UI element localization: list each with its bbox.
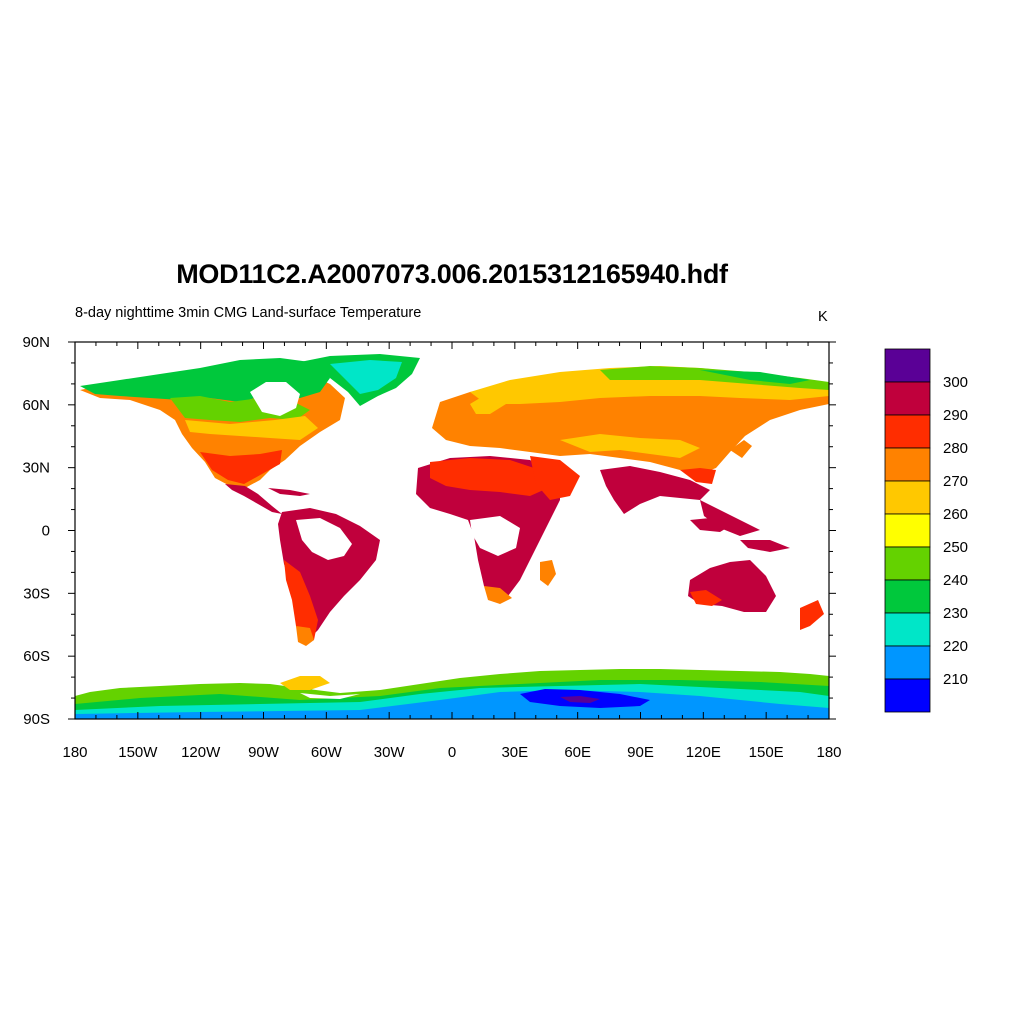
x-tick-label: 60E: [564, 744, 591, 761]
colorbar-swatch: [884, 447, 931, 482]
colorbar: 300 290 280 270 260 250 240 230 220 210: [884, 348, 968, 713]
colorbar-label: 280: [943, 440, 968, 457]
map-subtitle: 8-day nighttime 3min CMG Land-surface Te…: [75, 305, 422, 321]
south-america-region: [278, 508, 380, 646]
colorbar-swatch: [884, 546, 931, 581]
africa-region: [416, 456, 560, 604]
colorbar-swatch: [884, 513, 931, 548]
colorbar-swatch: [884, 579, 931, 614]
colorbar-swatch: [884, 414, 931, 449]
colorbar-label: 240: [943, 572, 968, 589]
colorbar-label: 270: [943, 473, 968, 490]
eurasia-region: [432, 366, 829, 536]
colorbar-label: 230: [943, 605, 968, 622]
colorbar-label: 300: [943, 374, 968, 391]
x-tick-label: 30W: [374, 744, 406, 761]
north-america-region: [80, 354, 420, 514]
antarctica-region: [75, 669, 829, 719]
y-tick-label: 90N: [22, 334, 50, 351]
y-tick-label: 60N: [22, 397, 50, 414]
y-tick-label: 30S: [23, 585, 50, 602]
colorbar-swatch: [884, 480, 931, 515]
colorbar-label: 210: [943, 671, 968, 688]
colorbar-label: 220: [943, 638, 968, 655]
x-tick-label: 150W: [118, 744, 158, 761]
temperature-field: [75, 342, 829, 719]
x-axis: 180 150W 120W 90W 60W 30W 0 30E 60E 90E 120E 150E 18…: [62, 342, 842, 761]
x-tick-label: 180: [816, 744, 841, 761]
colorbar-swatch: [884, 645, 931, 680]
x-tick-label: 90W: [248, 744, 280, 761]
x-tick-label: 90E: [627, 744, 654, 761]
y-axis: 90N 60N 30N 0 30S 60S 90S: [22, 334, 836, 728]
map-title: MOD11C2.A2007073.006.2015312165940.hdf: [176, 259, 728, 289]
y-tick-label: 0: [42, 523, 50, 540]
x-tick-label: 120W: [181, 744, 221, 761]
se-asia-islands: [690, 518, 790, 552]
australia-region: [688, 560, 824, 630]
units-label: K: [818, 309, 828, 325]
colorbar-label: 250: [943, 539, 968, 556]
x-tick-label: 150E: [749, 744, 784, 761]
colorbar-swatch: [884, 612, 931, 647]
colorbar-label: 260: [943, 506, 968, 523]
colorbar-swatch: [884, 381, 931, 416]
colorbar-swatch: [884, 678, 931, 713]
y-tick-label: 90S: [23, 711, 50, 728]
x-tick-label: 60W: [311, 744, 343, 761]
colorbar-swatch: [884, 348, 931, 383]
x-tick-label: 180: [62, 744, 87, 761]
x-tick-label: 0: [448, 744, 456, 761]
x-tick-label: 120E: [686, 744, 721, 761]
y-tick-label: 30N: [22, 460, 50, 477]
colorbar-label: 290: [943, 407, 968, 424]
y-tick-label: 60S: [23, 648, 50, 665]
x-tick-label: 30E: [501, 744, 528, 761]
